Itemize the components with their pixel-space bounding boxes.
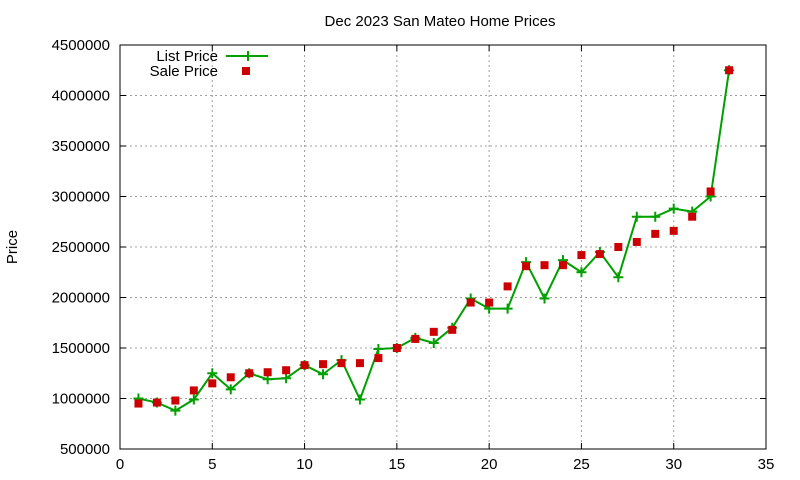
y-tick-label: 2000000 [52, 290, 110, 307]
legend-label-sale-price: Sale Price [150, 63, 218, 80]
legend-marker-sale-price [242, 67, 250, 75]
sale-price-point [577, 251, 586, 260]
sale-price-point [558, 261, 567, 270]
x-tick-label: 25 [573, 456, 590, 473]
sale-price-point [614, 243, 623, 251]
sale-price-point [540, 261, 549, 270]
sale-price-point [134, 399, 143, 408]
grid [120, 45, 766, 449]
series [133, 65, 735, 416]
list-price-point [354, 394, 365, 405]
y-tick-label: 1500000 [52, 340, 110, 357]
sale-price-point [374, 354, 383, 363]
x-tick-label: 5 [208, 456, 216, 473]
y-tick-label: 2500000 [52, 239, 110, 256]
sale-price-point [411, 334, 420, 343]
list-price-point [650, 211, 661, 222]
y-tick-label: 500000 [60, 441, 110, 458]
sale-price-point [171, 396, 180, 405]
chart-title: Dec 2023 San Mateo Home Prices [325, 13, 556, 30]
x-tick-label: 10 [296, 456, 313, 473]
x-tick-label: 15 [389, 456, 406, 473]
list-price-point [170, 405, 181, 416]
list-price-point [576, 267, 587, 278]
x-tick-label: 35 [758, 456, 775, 473]
legend-label-list-price: List Price [156, 48, 218, 65]
sale-price-point [466, 298, 475, 307]
sale-price-point [208, 379, 217, 388]
sale-price-point [319, 360, 328, 369]
list-price-point [668, 203, 679, 214]
sale-price-point [706, 187, 715, 196]
list-price-point [428, 337, 439, 348]
sale-price-point [503, 282, 512, 291]
sale-price-point [300, 361, 309, 370]
axis-ticks: 0 5 10 15 20 25 30 35 500000 1000000 1500000 200000… [52, 37, 775, 473]
sale-price-point [632, 237, 641, 246]
list-price-point [539, 293, 550, 304]
sale-price-point [226, 373, 235, 382]
y-tick-label: 1000000 [52, 391, 110, 408]
sale-price-point [337, 359, 346, 368]
sale-price-point [669, 226, 678, 235]
sale-price-point [392, 344, 401, 352]
list-price-point [613, 272, 624, 283]
sale-price-point [263, 368, 272, 377]
sale-price-point [595, 250, 604, 259]
sale-price-point [152, 398, 161, 407]
list-price-point [207, 368, 218, 379]
sale-price-point [355, 359, 364, 368]
list-price-point [631, 211, 642, 222]
list-price-point [318, 369, 329, 380]
legend: List Price Sale Price [150, 48, 268, 80]
list-price-point [225, 384, 236, 395]
x-tick-label: 30 [665, 456, 682, 473]
sale-price-point [688, 212, 697, 221]
y-tick-label: 4500000 [52, 37, 110, 54]
sale-price-point [522, 262, 531, 271]
list-price-point [373, 344, 384, 355]
sale-price-point [245, 369, 254, 378]
y-tick-label: 3000000 [52, 189, 110, 206]
list-price-point [502, 303, 513, 314]
x-tick-label: 20 [481, 456, 498, 473]
sale-price-point [282, 366, 291, 375]
sale-price-point [429, 327, 438, 336]
list-price-point [281, 373, 292, 384]
sale-price-point [189, 386, 198, 395]
sale-price-point [651, 229, 660, 238]
sale-price-point [485, 298, 494, 307]
x-tick-label: 0 [116, 456, 124, 473]
y-axis-title: Price [4, 230, 21, 264]
legend-marker-list-price [243, 51, 253, 61]
y-tick-label: 4000000 [52, 88, 110, 105]
list-price-point [188, 394, 199, 405]
sale-price-point [725, 66, 734, 75]
y-tick-label: 3500000 [52, 138, 110, 155]
sale-price-point [448, 325, 457, 334]
